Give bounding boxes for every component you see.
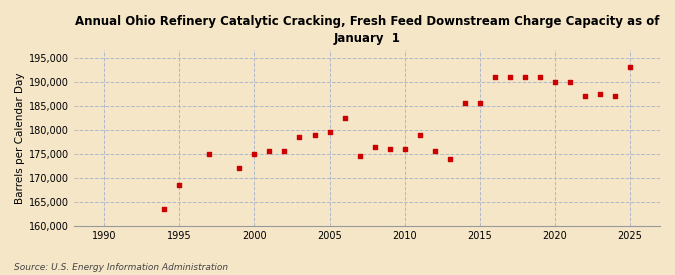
Point [444, 156, 455, 161]
Point [459, 101, 470, 105]
Point [489, 75, 500, 79]
Point [249, 152, 260, 156]
Point [399, 147, 410, 151]
Point [535, 75, 545, 79]
Point [354, 154, 365, 158]
Point [519, 75, 530, 79]
Point [580, 94, 591, 98]
Point [279, 149, 290, 153]
Point [264, 149, 275, 153]
Point [564, 79, 575, 84]
Point [475, 101, 485, 105]
Point [159, 207, 169, 211]
Point [384, 147, 395, 151]
Point [294, 135, 305, 139]
Title: Annual Ohio Refinery Catalytic Cracking, Fresh Feed Downstream Charge Capacity a: Annual Ohio Refinery Catalytic Cracking,… [75, 15, 659, 45]
Point [309, 132, 320, 137]
Point [339, 116, 350, 120]
Point [324, 130, 335, 134]
Point [549, 79, 560, 84]
Point [414, 132, 425, 137]
Point [504, 75, 515, 79]
Point [234, 166, 245, 170]
Point [369, 144, 380, 149]
Y-axis label: Barrels per Calendar Day: Barrels per Calendar Day [15, 72, 25, 204]
Point [610, 94, 620, 98]
Point [429, 149, 440, 153]
Point [204, 152, 215, 156]
Point [595, 91, 605, 96]
Point [174, 183, 185, 187]
Text: Source: U.S. Energy Information Administration: Source: U.S. Energy Information Administ… [14, 263, 227, 272]
Point [624, 65, 635, 69]
